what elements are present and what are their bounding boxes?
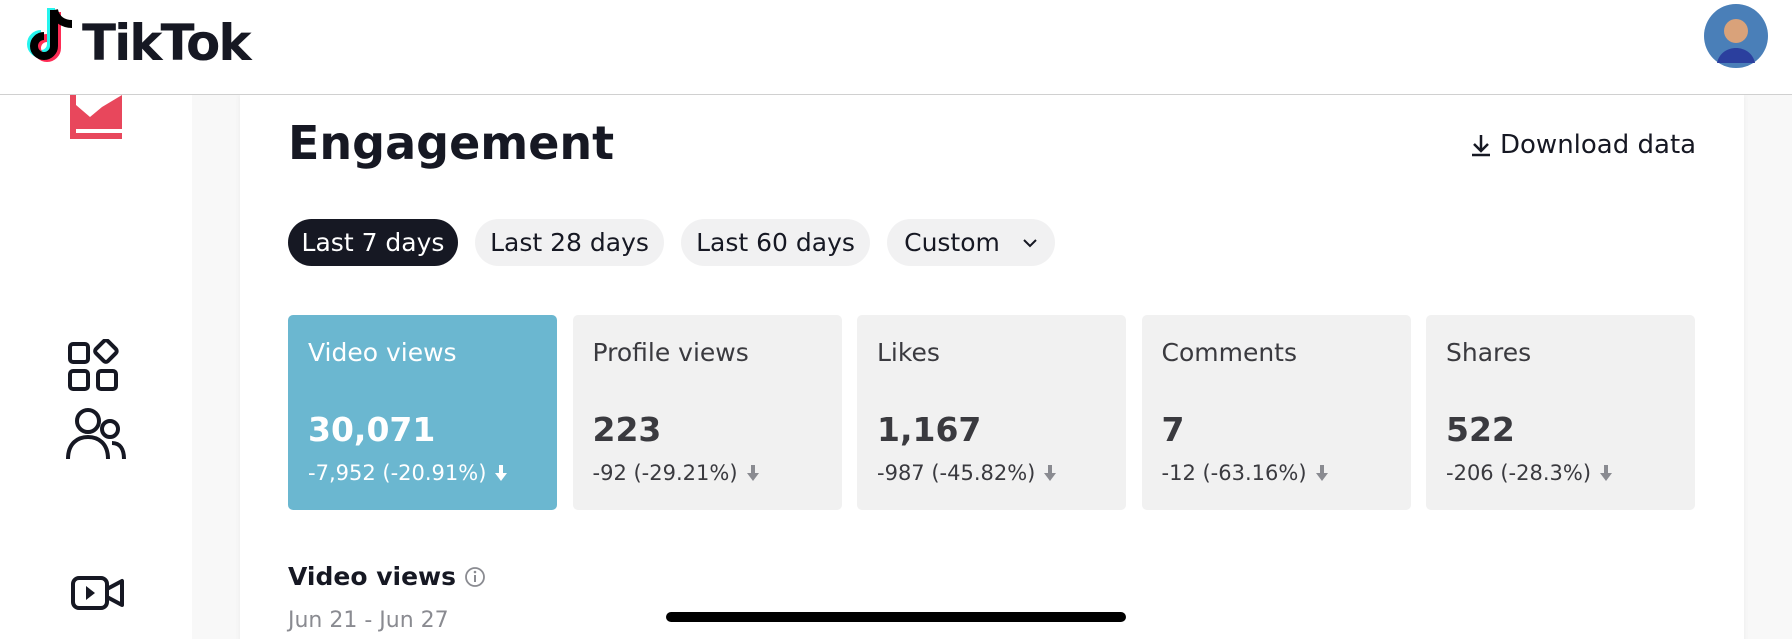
- filter-pill[interactable]: Custom: [887, 219, 1055, 266]
- down-arrow: [1044, 465, 1057, 481]
- chart-title: Video views: [288, 562, 457, 591]
- metric-change-text: -12 (-63.16%): [1161, 461, 1307, 485]
- home-indicator: [666, 612, 1126, 622]
- metric-change: -206 (-28.3%): [1446, 461, 1675, 485]
- down-arrow: [495, 465, 508, 481]
- analytics-icon[interactable]: [66, 95, 126, 145]
- metric-change: -92 (-29.21%): [593, 461, 822, 485]
- chevron: [1023, 238, 1037, 247]
- section-title: Engagement: [288, 116, 615, 170]
- logo-text[interactable]: TikTok: [82, 14, 252, 72]
- metric-card[interactable]: Shares 522 -206 (-28.3%): [1426, 315, 1695, 510]
- download-icon: [1472, 135, 1490, 157]
- header: TikTok: [0, 0, 1792, 95]
- sidebar: [0, 95, 192, 639]
- filter-pill[interactable]: Last 28 days: [475, 219, 664, 266]
- metric-value: 1,167: [877, 410, 982, 449]
- metric-card[interactable]: Video views 30,071 -7,952 (-20.91%): [288, 315, 557, 510]
- metric-card[interactable]: Comments 7 -12 (-63.16%): [1141, 315, 1411, 510]
- filter-label: Last 60 days: [696, 228, 855, 257]
- metric-label: Shares: [1446, 338, 1532, 367]
- down-arrow: [746, 465, 759, 481]
- metric-card[interactable]: Profile views 223 -92 (-29.21%): [572, 315, 842, 510]
- metric-label: Profile views: [592, 338, 749, 367]
- metric-change: -987 (-45.82%): [877, 461, 1106, 485]
- download-button[interactable]: Download data: [1470, 130, 1696, 160]
- metric-change-text: -206 (-28.3%): [1446, 461, 1592, 485]
- download-label: Download data: [1500, 130, 1697, 160]
- down-arrow: [1600, 465, 1613, 481]
- filter-label: Last 28 days: [490, 228, 649, 257]
- filter-label: Last 7 days: [301, 228, 445, 257]
- logo-icon[interactable]: [24, 6, 78, 66]
- metric-value: 7: [1161, 410, 1185, 449]
- metric-value: 30,071: [308, 410, 436, 449]
- metric-change: -12 (-63.16%): [1162, 461, 1391, 485]
- filter-pill[interactable]: Last 7 days: [288, 219, 458, 266]
- metric-label: Comments: [1161, 338, 1298, 367]
- content-icon[interactable]: [66, 339, 126, 399]
- chart-section-title: Video views: [288, 562, 486, 591]
- metric-change-text: -92 (-29.21%): [592, 461, 738, 485]
- metric-card[interactable]: Likes 1,167 -987 (-45.82%): [857, 315, 1126, 510]
- metric-change-text: -987 (-45.82%): [877, 461, 1036, 485]
- metric-change: -7,952 (-20.91%): [308, 461, 537, 485]
- metric-label: Likes: [877, 338, 940, 367]
- down-arrow: [1315, 465, 1328, 481]
- metric-value: 223: [592, 410, 662, 449]
- date-range: Jun 21 - Jun 27: [288, 608, 449, 633]
- filter-pill[interactable]: Last 60 days: [681, 219, 870, 266]
- followers-icon[interactable]: [64, 407, 128, 463]
- metric-label: Video views: [308, 338, 457, 367]
- filter-label: Custom: [904, 228, 1000, 257]
- avatar[interactable]: [1703, 3, 1769, 69]
- info-icon[interactable]: [464, 566, 486, 588]
- live-icon[interactable]: [70, 573, 126, 613]
- metric-value: 522: [1446, 410, 1515, 449]
- metric-change-text: -7,952 (-20.91%): [308, 461, 487, 485]
